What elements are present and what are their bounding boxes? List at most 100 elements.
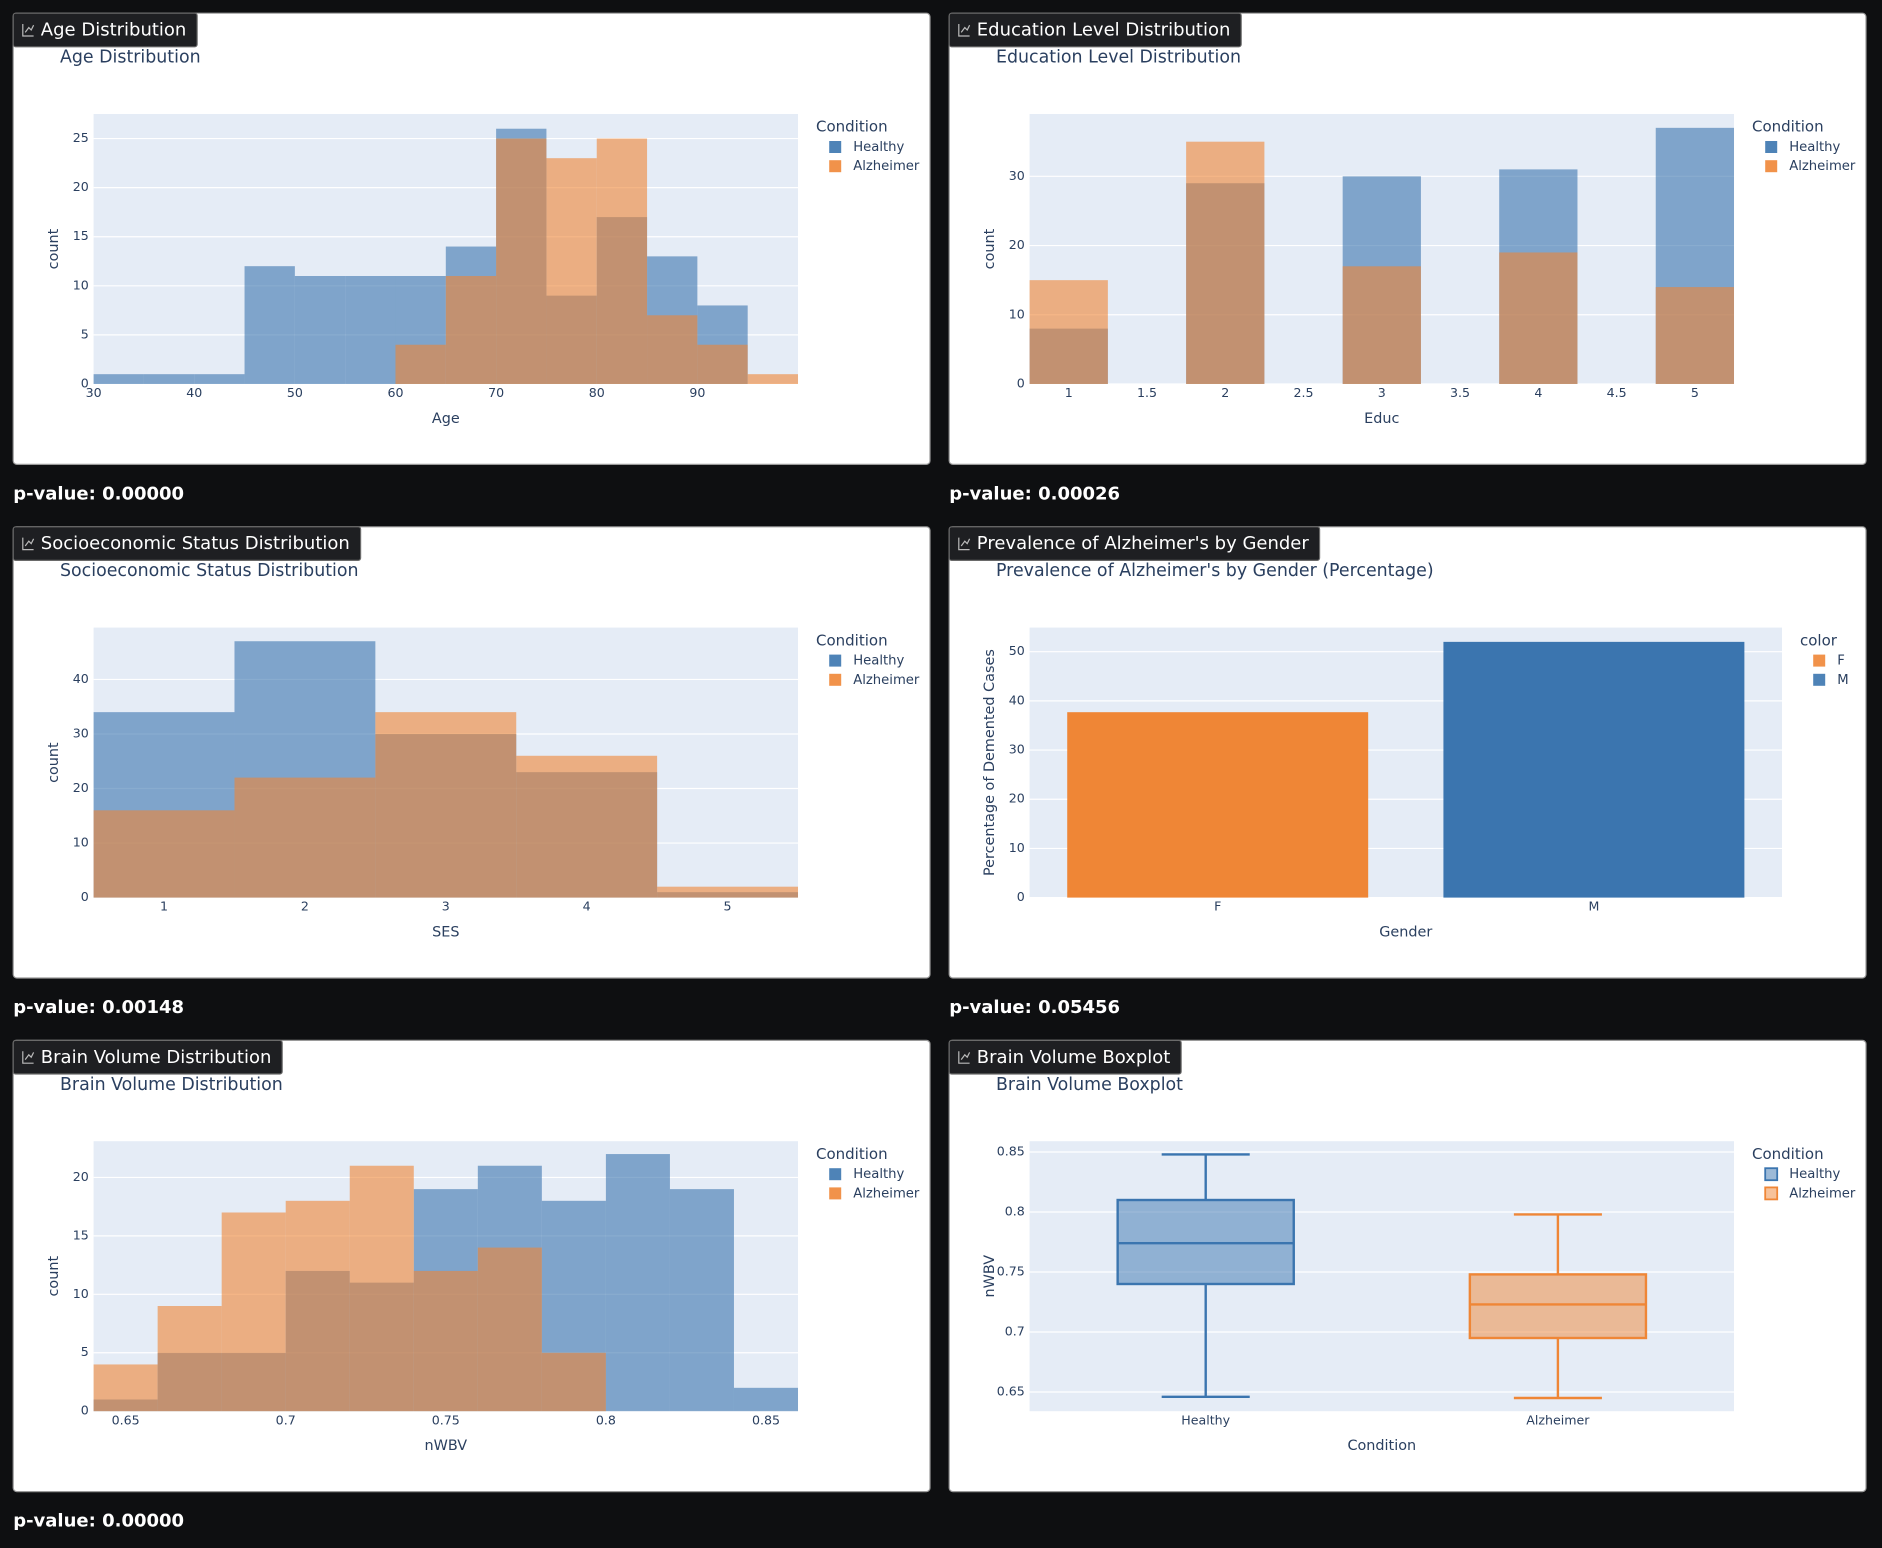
y-axis-title: Percentage of Demented Cases (982, 649, 998, 876)
panel-tab-title[interactable]: Age Distribution (41, 20, 187, 41)
legend-label[interactable]: Alzheimer (853, 673, 920, 688)
y-tick-label: 20 (1009, 237, 1025, 252)
x-axis-title: Age (432, 411, 460, 427)
bar (1067, 712, 1369, 898)
legend-label[interactable]: Healthy (853, 140, 904, 155)
y-tick-label: 15 (73, 1227, 89, 1242)
box (1468, 1273, 1648, 1340)
histogram-bar (93, 810, 235, 898)
panel-tab[interactable] (948, 526, 1321, 561)
legend-swatch[interactable] (1813, 654, 1826, 667)
histogram-bar (395, 344, 446, 384)
legend-swatch[interactable] (1764, 1186, 1779, 1201)
panel-tab-title[interactable]: Education Level Distribution (977, 20, 1231, 41)
panel: Brain Volume Distribution Brain Volume Di… (12, 1039, 931, 1532)
p-value: p-value: 0.00026 (949, 483, 1120, 504)
x-axis-title: SES (432, 924, 459, 940)
legend-label[interactable]: Healthy (1789, 1167, 1840, 1182)
y-axis-title: count (46, 1256, 62, 1297)
x-tick-label: 50 (287, 385, 303, 400)
y-tick-label: 5 (81, 326, 89, 341)
histogram-bar (596, 138, 648, 384)
legend-swatch[interactable] (829, 654, 842, 667)
x-tick-label: 40 (186, 385, 202, 400)
histogram-bar (194, 374, 245, 384)
legend-swatch[interactable] (829, 141, 842, 153)
y-tick-label: 40 (1009, 692, 1025, 707)
legend-label[interactable]: Healthy (1789, 140, 1840, 155)
legend-label[interactable]: Alzheimer (853, 1186, 920, 1201)
legend-label[interactable]: M (1837, 673, 1848, 688)
x-tick-label: M (1588, 899, 1599, 914)
panel-tab[interactable] (948, 1039, 1182, 1075)
histogram-bar (605, 1154, 670, 1412)
legend-label[interactable]: Alzheimer (853, 159, 920, 174)
panel-tab[interactable] (948, 12, 1242, 48)
legend-label[interactable]: Healthy (853, 654, 904, 669)
y-tick-label: 0 (81, 1403, 89, 1418)
y-tick-label: 5 (81, 1344, 89, 1359)
y-tick-label: 30 (73, 725, 89, 740)
x-tick-label: 0.65 (112, 1412, 140, 1427)
y-axis-title: nWBV (982, 1255, 998, 1298)
legend-swatch[interactable] (829, 160, 842, 173)
panel-tab[interactable] (12, 1039, 283, 1075)
legend-swatch[interactable] (1765, 141, 1778, 153)
panel-tab[interactable] (12, 12, 198, 48)
y-tick-label: 20 (73, 179, 89, 194)
y-tick-label: 10 (1009, 306, 1025, 321)
panel: Education Level Distribution Education Le… (948, 12, 1867, 504)
panel-tab-title[interactable]: Prevalence of Alzheimer's by Gender (977, 533, 1310, 554)
x-tick-label: 3 (442, 899, 450, 914)
legend-label[interactable]: F (1837, 654, 1845, 669)
histogram-bar (496, 138, 547, 384)
y-tick-label: 0.7 (1005, 1324, 1025, 1339)
x-tick-label: 0.75 (432, 1412, 460, 1427)
legend-title: Condition (1752, 118, 1824, 136)
tab-icon (22, 24, 35, 37)
legend-swatch[interactable] (829, 1168, 842, 1181)
legend-label[interactable]: Healthy (853, 1167, 904, 1182)
histogram-bar (1499, 252, 1578, 384)
p-value: p-value: 0.00148 (13, 997, 184, 1018)
y-tick-label: 0.85 (997, 1144, 1025, 1159)
legend-label[interactable]: Alzheimer (1789, 159, 1856, 174)
histogram-bar (1186, 141, 1265, 384)
x-tick-label: 2.5 (1294, 385, 1314, 400)
legend-swatch[interactable] (829, 1187, 842, 1200)
legend-swatch[interactable] (1813, 673, 1826, 686)
x-axis-title: nWBV (424, 1438, 467, 1454)
panel-tab-title[interactable]: Brain Volume Boxplot (977, 1047, 1171, 1068)
histogram-bar (221, 1212, 286, 1412)
histogram-bar (285, 1200, 350, 1412)
y-tick-label: 0.65 (997, 1384, 1025, 1399)
legend-label[interactable]: Alzheimer (1789, 1186, 1856, 1201)
y-tick-label: 25 (73, 130, 89, 145)
panel-tab[interactable] (12, 526, 362, 561)
legend-swatch[interactable] (1765, 160, 1778, 173)
histogram-bar (647, 315, 698, 384)
y-tick-label: 20 (1009, 791, 1025, 806)
y-axis-title: count (46, 742, 62, 783)
histogram-bar (541, 1352, 606, 1412)
x-axis-title: Gender (1379, 924, 1432, 940)
x-tick-label: 3 (1378, 385, 1386, 400)
legend-swatch[interactable] (1764, 1167, 1779, 1182)
panel-tab-title[interactable]: Brain Volume Distribution (41, 1047, 272, 1068)
histogram-bar (516, 755, 658, 898)
histogram-bar (93, 1364, 158, 1412)
x-tick-label: 60 (387, 385, 403, 400)
histogram-bar (477, 1247, 542, 1412)
panel: Socioeconomic Status Distribution Socioec… (12, 526, 931, 1018)
chart-title: Socioeconomic Status Distribution (60, 561, 359, 581)
histogram-bar (157, 1306, 222, 1412)
legend-title: Condition (816, 631, 888, 649)
x-tick-label: 3.5 (1450, 385, 1470, 400)
histogram-bar (345, 276, 396, 384)
legend-swatch[interactable] (829, 673, 842, 686)
y-tick-label: 0 (1017, 376, 1025, 391)
x-tick-label: 4 (1534, 385, 1542, 400)
panel-tab-title[interactable]: Socioeconomic Status Distribution (41, 533, 350, 554)
